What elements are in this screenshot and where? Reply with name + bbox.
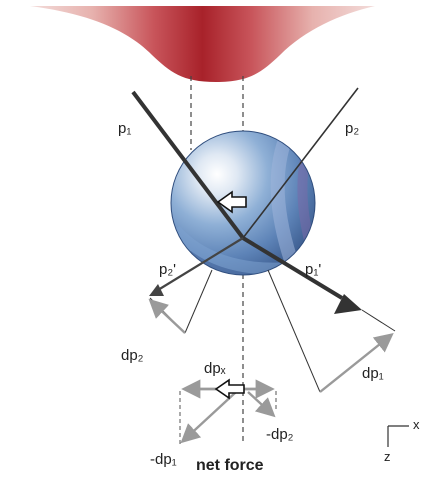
ray-p1 [131, 90, 362, 314]
label-net-force: net force [196, 457, 264, 474]
label-axis-x: x [413, 417, 420, 432]
ray-p1-arrowhead [334, 294, 362, 314]
dp1-vector [319, 309, 396, 393]
neg-dp1-vector [180, 391, 237, 444]
net-force-arrow-icon-bottom [214, 378, 245, 400]
label-p1-prime: p₁' [305, 261, 322, 278]
label-dpx: dpₓ [204, 360, 226, 377]
p2-construction-line [184, 269, 213, 334]
label-neg-dp2: -dp₂ [266, 426, 294, 443]
label-dp1: dp₁ [362, 365, 384, 382]
neg-dp2-vector [247, 391, 276, 418]
label-neg-dp1: -dp₁ [150, 451, 177, 468]
label-axis-z: z [384, 449, 391, 464]
net-force-arrow-icon [216, 190, 247, 214]
dp2-vector [148, 297, 186, 334]
label-p2-prime: p₂' [159, 261, 177, 278]
ray-p2 [149, 87, 359, 296]
label-p1: p₁ [118, 120, 132, 137]
label-p2: p₂ [345, 120, 360, 137]
axis-icon [387, 425, 409, 447]
p1-construction-line [267, 269, 321, 393]
ray-p2-arrowhead [149, 284, 164, 296]
label-dp2: dp₂ [121, 347, 144, 364]
beam-intensity-profile [30, 6, 375, 82]
